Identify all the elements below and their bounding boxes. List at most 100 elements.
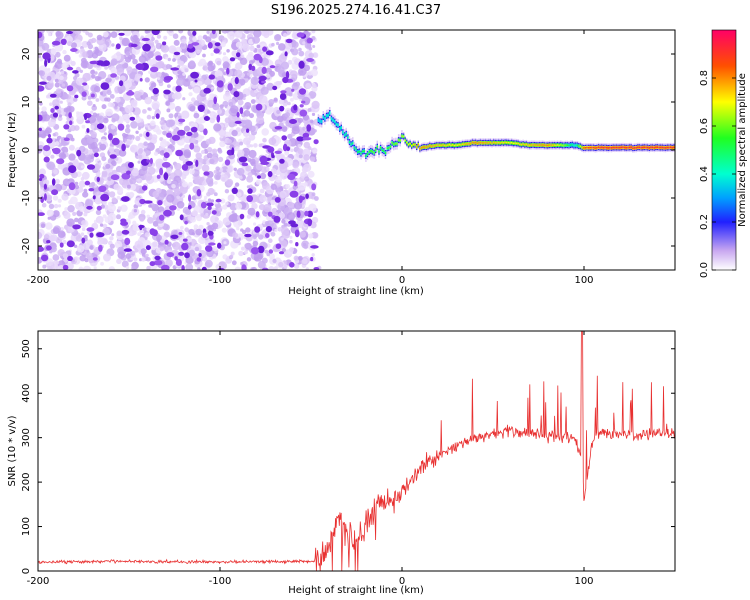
noise-peak xyxy=(130,117,136,121)
noise-blob xyxy=(42,265,46,269)
noise-peak xyxy=(164,172,169,180)
trace-core xyxy=(513,143,514,145)
trace-core xyxy=(441,145,442,147)
noise-blob xyxy=(106,97,110,101)
noise-blob xyxy=(144,97,152,105)
noise-blob xyxy=(113,184,120,191)
noise-blob xyxy=(81,232,85,236)
trace-core xyxy=(500,142,501,144)
noise-peak xyxy=(306,58,314,62)
noise-blob xyxy=(49,235,55,241)
noise-blob xyxy=(221,42,226,47)
noise-peak xyxy=(169,205,177,210)
noise-blob xyxy=(230,105,238,113)
noise-peak xyxy=(240,107,244,114)
noise-blob xyxy=(126,66,132,72)
trace-core xyxy=(667,147,668,149)
trace-core xyxy=(429,145,430,147)
noise-peak xyxy=(297,210,301,217)
noise-peak xyxy=(52,178,56,185)
noise-blob xyxy=(218,149,222,153)
noise-peak xyxy=(204,116,210,121)
noise-blob xyxy=(206,31,209,34)
noise-blob xyxy=(292,41,299,48)
noise-blob xyxy=(274,229,277,232)
noise-peak xyxy=(310,257,313,261)
noise-peak xyxy=(198,253,201,257)
trace-core xyxy=(319,121,320,123)
noise-blob xyxy=(312,149,317,154)
noise-blob xyxy=(212,246,217,251)
noise-blob xyxy=(173,33,179,39)
noise-peak xyxy=(86,206,93,210)
noise-peak xyxy=(164,152,170,158)
noise-blob xyxy=(184,126,190,132)
noise-blob xyxy=(85,155,91,161)
noise-blob xyxy=(220,104,224,108)
trace-core xyxy=(640,147,641,149)
trace-core xyxy=(419,148,420,150)
noise-peak xyxy=(174,52,180,55)
noise-peak xyxy=(97,206,102,211)
trace-core xyxy=(424,146,425,148)
trace-core xyxy=(534,144,535,146)
noise-blob xyxy=(137,232,141,236)
trace-core xyxy=(537,144,538,146)
noise-blob xyxy=(223,241,226,244)
trace-core xyxy=(431,146,432,148)
trace-core xyxy=(341,127,342,129)
trace-core xyxy=(540,144,541,146)
noise-blob xyxy=(135,136,140,141)
noise-blob xyxy=(79,181,86,188)
noise-peak xyxy=(89,61,97,64)
noise-peak xyxy=(251,247,259,254)
noise-blob xyxy=(185,68,189,72)
noise-blob xyxy=(110,103,115,108)
trace-core xyxy=(668,147,669,149)
noise-peak xyxy=(279,159,285,164)
noise-blob xyxy=(169,113,174,118)
noise-blob xyxy=(166,120,174,128)
snr-ytick-label: 500 xyxy=(21,339,32,358)
noise-peak xyxy=(85,181,90,186)
noise-blob xyxy=(298,183,306,191)
noise-blob xyxy=(132,35,137,40)
noise-blob xyxy=(207,153,213,159)
noise-peak xyxy=(288,220,296,224)
trace-core xyxy=(599,147,600,149)
noise-peak xyxy=(121,196,130,202)
noise-blob xyxy=(287,212,295,220)
noise-peak xyxy=(295,230,300,238)
noise-blob xyxy=(59,76,64,81)
noise-peak xyxy=(46,240,50,243)
noise-blob xyxy=(250,46,255,51)
noise-blob xyxy=(172,58,176,62)
noise-blob xyxy=(290,98,294,102)
trace-core xyxy=(572,144,573,146)
trace-core xyxy=(413,144,414,146)
noise-peak xyxy=(293,104,297,110)
noise-blob xyxy=(148,204,152,208)
noise-blob xyxy=(157,77,160,80)
noise-blob xyxy=(111,43,114,46)
noise-blob xyxy=(227,31,235,39)
noise-blob xyxy=(226,49,230,53)
noise-peak xyxy=(128,162,134,168)
noise-blob xyxy=(254,29,261,36)
noise-blob xyxy=(93,104,96,107)
trace-core xyxy=(606,147,607,149)
noise-peak xyxy=(262,67,267,74)
noise-blob xyxy=(181,111,189,119)
noise-blob xyxy=(89,245,93,249)
noise-peak xyxy=(36,85,45,91)
noise-peak xyxy=(268,212,273,217)
trace-core xyxy=(611,147,612,149)
noise-peak xyxy=(150,67,158,73)
trace-core xyxy=(619,147,620,149)
noise-peak xyxy=(60,242,64,247)
noise-blob xyxy=(256,180,261,185)
trace-core xyxy=(486,142,487,144)
noise-blob xyxy=(103,254,111,262)
noise-peak xyxy=(36,247,44,252)
noise-blob xyxy=(258,49,261,52)
